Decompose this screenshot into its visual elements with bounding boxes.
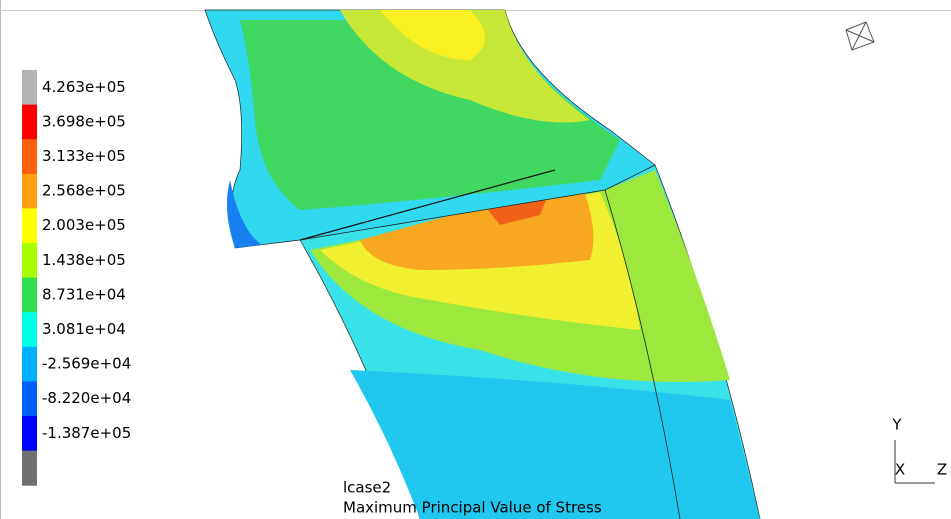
triad-label: Z	[937, 461, 947, 479]
legend: 4.263e+05 3.698e+05 3.133e+05 2.568e+05 2.00…	[22, 70, 131, 486]
legend-label: -2.569e+04	[42, 355, 131, 373]
legend-swatch	[22, 451, 37, 486]
legend-swatch	[22, 208, 37, 243]
model-view: 4.263e+05 3.698e+05 3.133e+05 2.568e+05 2.00…	[0, 0, 951, 519]
triad-label: Y	[891, 416, 902, 434]
legend-label: 1.438e+05	[42, 251, 126, 269]
legend-swatch	[22, 139, 37, 174]
legend-label: 3.081e+04	[42, 320, 126, 338]
legend-label: 3.698e+05	[42, 112, 126, 130]
legend-label: -1.387e+05	[42, 424, 131, 442]
legend-label: -8.220e+04	[42, 389, 131, 407]
legend-swatch	[22, 381, 37, 416]
triad-label: X	[895, 461, 905, 479]
legend-label: 2.568e+05	[42, 182, 126, 200]
legend-swatch	[22, 416, 37, 451]
load-case: lcase2	[343, 479, 391, 497]
legend-swatch	[22, 278, 37, 313]
result-name: Maximum Principal Value of Stress	[343, 499, 602, 517]
legend-swatch	[22, 174, 37, 209]
legend-label: 8.731e+04	[42, 285, 126, 303]
legend-label: 4.263e+05	[42, 78, 126, 96]
legend-swatch	[22, 312, 37, 347]
legend-swatch	[22, 105, 37, 140]
view-cube	[846, 22, 874, 50]
viewport: 4.263e+05 3.698e+05 3.133e+05 2.568e+05 2.00…	[0, 0, 951, 519]
legend-swatch	[22, 70, 37, 105]
legend-swatch	[22, 243, 37, 278]
legend-label: 2.003e+05	[42, 216, 126, 234]
legend-swatch	[22, 347, 37, 382]
legend-label: 3.133e+05	[42, 147, 126, 165]
